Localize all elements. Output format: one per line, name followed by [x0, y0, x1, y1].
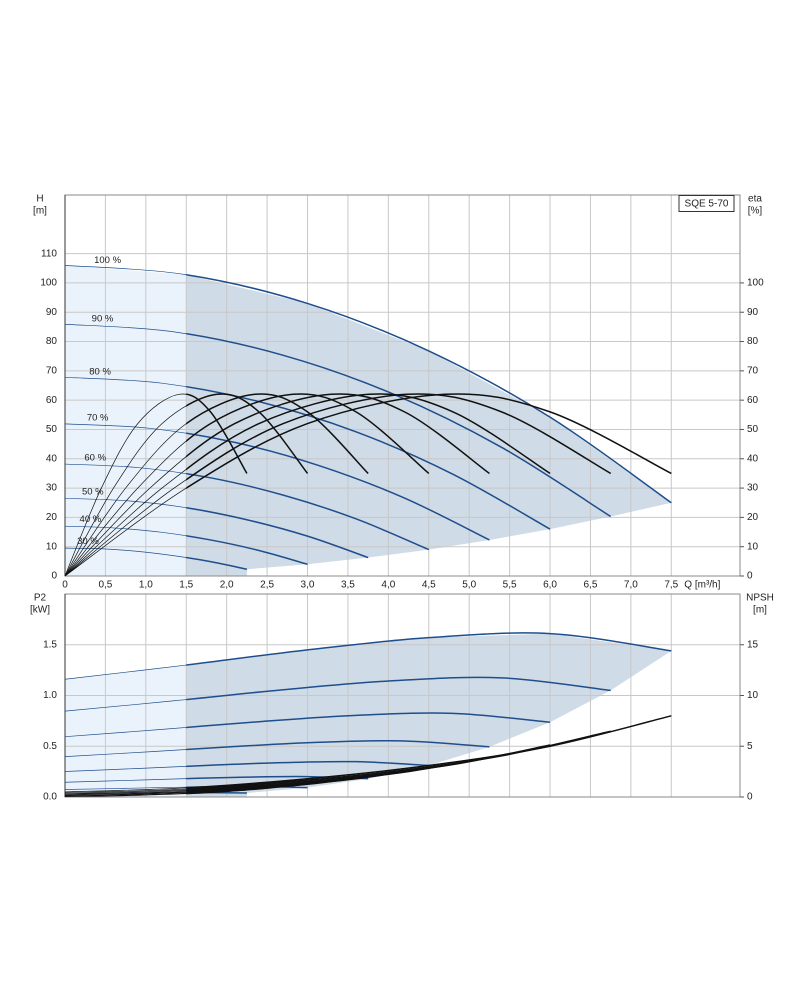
curve-highlight — [186, 472, 430, 551]
y2-axis-unit: [m] — [753, 605, 767, 616]
y-tick-label: 100 — [40, 278, 57, 289]
curve-label: 70 % — [87, 413, 109, 424]
curve-highlight — [186, 676, 611, 701]
curve-highlight — [186, 393, 430, 474]
y2-tick-label: 60 — [747, 395, 759, 406]
y-tick-label: 90 — [46, 307, 58, 318]
curve-label: 60 % — [84, 452, 106, 463]
y2-axis-label: eta — [748, 194, 762, 205]
y-tick-label: 70 — [46, 365, 58, 376]
curve-highlight — [186, 332, 612, 518]
y2-axis-unit: [%] — [748, 206, 763, 217]
curve-highlight — [186, 393, 551, 475]
curve-highlight — [186, 393, 248, 474]
y-tick-label: 0.0 — [43, 792, 57, 803]
curve-highlight — [186, 432, 490, 541]
x-tick-label: 3,0 — [301, 580, 315, 591]
y2-tick-label: 80 — [747, 336, 759, 347]
curve-highlight — [186, 273, 672, 504]
x-tick-label: 0,5 — [98, 580, 112, 591]
region-light — [65, 665, 187, 797]
curve-highlight — [186, 715, 672, 789]
curve-highlight — [186, 556, 248, 570]
x-tick-label: 4,0 — [381, 580, 395, 591]
y2-tick-label: 10 — [747, 541, 759, 552]
y-tick-label: 1.0 — [43, 690, 57, 701]
y-tick-label: 60 — [46, 395, 58, 406]
y-tick-label: 10 — [46, 541, 58, 552]
curve-highlight — [186, 385, 551, 530]
y-tick-label: 1.5 — [43, 639, 57, 650]
curve-highlight — [186, 534, 308, 566]
y2-tick-label: 40 — [747, 453, 759, 464]
curve-highlight — [186, 632, 672, 666]
curve-label: 80 % — [89, 366, 111, 377]
y2-tick-label: 0 — [747, 571, 753, 582]
y-tick-label: 40 — [46, 453, 58, 464]
chart-title: SQE 5-70 — [685, 199, 729, 210]
x-tick-label: 5,5 — [503, 580, 517, 591]
y-axis-label: H — [36, 194, 43, 205]
curve-label: 40 % — [80, 514, 102, 525]
y2-tick-label: 10 — [747, 690, 759, 701]
curve-highlight — [186, 712, 551, 729]
x-tick-label: 3,5 — [341, 580, 355, 591]
y-tick-label: 50 — [46, 424, 58, 435]
y-tick-label: 30 — [46, 483, 58, 494]
y-axis-unit: [kW] — [30, 605, 50, 616]
curve-highlight — [186, 393, 309, 474]
x-tick-label: 0 — [62, 580, 68, 591]
y2-tick-label: 50 — [747, 424, 759, 435]
y-tick-label: 80 — [46, 336, 58, 347]
curve-highlight — [186, 760, 429, 768]
x-tick-label: 1,5 — [179, 580, 193, 591]
x-tick-label: 7,0 — [624, 580, 638, 591]
y2-axis-label: NPSH — [746, 593, 774, 604]
curve-label: 100 % — [94, 255, 121, 266]
curve-highlight — [186, 393, 672, 489]
x-tick-label: 1,0 — [139, 580, 153, 591]
y2-tick-label: 0 — [747, 792, 753, 803]
curve-highlight — [186, 783, 308, 794]
y-tick-label: 0.5 — [43, 741, 57, 752]
y2-tick-label: 70 — [747, 365, 759, 376]
x-tick-label: 6,5 — [583, 580, 597, 591]
curve-label: 50 % — [82, 487, 104, 498]
curve-highlight — [186, 506, 369, 559]
y-tick-label: 110 — [41, 248, 57, 259]
y2-tick-label: 20 — [747, 512, 759, 523]
x-axis-label: Q [m³/h] — [684, 580, 720, 591]
curve-highlight — [186, 393, 612, 481]
curve-label: 90 % — [92, 314, 114, 325]
title-box — [678, 195, 735, 212]
y-axis-label: P2 — [34, 593, 47, 604]
y2-tick-label: 15 — [747, 639, 759, 650]
curve-highlight — [186, 788, 247, 795]
y2-tick-label: 30 — [747, 483, 759, 494]
curve-highlight — [186, 730, 611, 790]
y-tick-label: 20 — [46, 512, 58, 523]
x-tick-label: 4,5 — [422, 580, 436, 591]
curve-highlight — [186, 739, 490, 751]
y2-tick-label: 90 — [747, 307, 759, 318]
x-tick-label: 7,5 — [664, 580, 678, 591]
x-tick-label: 2,0 — [220, 580, 234, 591]
x-tick-label: 5,0 — [462, 580, 476, 591]
y-tick-label: 0 — [51, 571, 57, 582]
y2-tick-label: 100 — [747, 278, 764, 289]
y2-tick-label: 5 — [747, 741, 753, 752]
x-tick-label: 2,5 — [260, 580, 274, 591]
region-light — [65, 265, 187, 576]
curve-highlight — [186, 393, 490, 475]
curve-highlight — [186, 775, 369, 780]
y-axis-unit: [m] — [33, 206, 47, 217]
x-tick-label: 6,0 — [543, 580, 557, 591]
